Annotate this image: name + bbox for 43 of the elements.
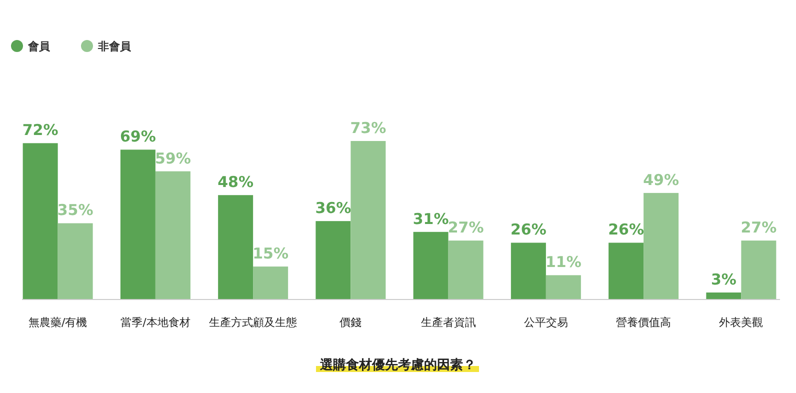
data-label: 73% <box>350 119 386 137</box>
data-label: 35% <box>57 201 94 220</box>
data-label: 11% <box>545 253 582 272</box>
bar <box>413 232 448 299</box>
x-tick-label: 營養價值高 <box>616 316 672 329</box>
data-label: 49% <box>643 170 680 189</box>
bar <box>644 192 679 299</box>
bar <box>253 266 288 299</box>
data-label: 15% <box>252 244 289 263</box>
legend-label: 非會員 <box>97 40 132 53</box>
x-tick-label: 生產者資訊 <box>420 316 476 329</box>
data-label: 27% <box>740 218 777 237</box>
bar <box>546 275 581 299</box>
x-tick-label: 當季/本地食材 <box>120 316 190 329</box>
bar <box>510 242 546 299</box>
bar <box>58 223 93 299</box>
data-label: 3% <box>710 270 736 289</box>
x-tick-label: 無農藥/有機 <box>28 316 88 329</box>
data-label: 72% <box>22 121 58 140</box>
data-label: 31% <box>412 210 449 228</box>
data-label: 48% <box>218 173 254 192</box>
bar <box>316 221 351 299</box>
x-tick-label: 價錢 <box>340 316 362 329</box>
bar <box>155 171 190 299</box>
data-label: 26% <box>608 220 644 239</box>
data-label: 27% <box>448 218 484 237</box>
x-tick-label: 外表美觀 <box>719 316 764 329</box>
bar <box>741 240 776 299</box>
text: 選購食材優先考慮的因素？ <box>319 357 476 373</box>
bar <box>120 150 156 299</box>
data-label: 36% <box>315 199 352 218</box>
bar <box>448 240 484 299</box>
bar <box>22 143 58 299</box>
bar <box>608 242 644 299</box>
x-tick-label: 生產方式顧及生態 <box>209 316 298 329</box>
data-label: 59% <box>154 149 191 168</box>
bar <box>218 195 254 299</box>
bar <box>350 141 386 299</box>
data-label: 26% <box>510 220 546 239</box>
x-tick-label: 公平交易 <box>524 316 568 329</box>
legend-label: 會員 <box>27 40 51 53</box>
bar <box>706 292 742 299</box>
data-label: 69% <box>120 128 156 146</box>
